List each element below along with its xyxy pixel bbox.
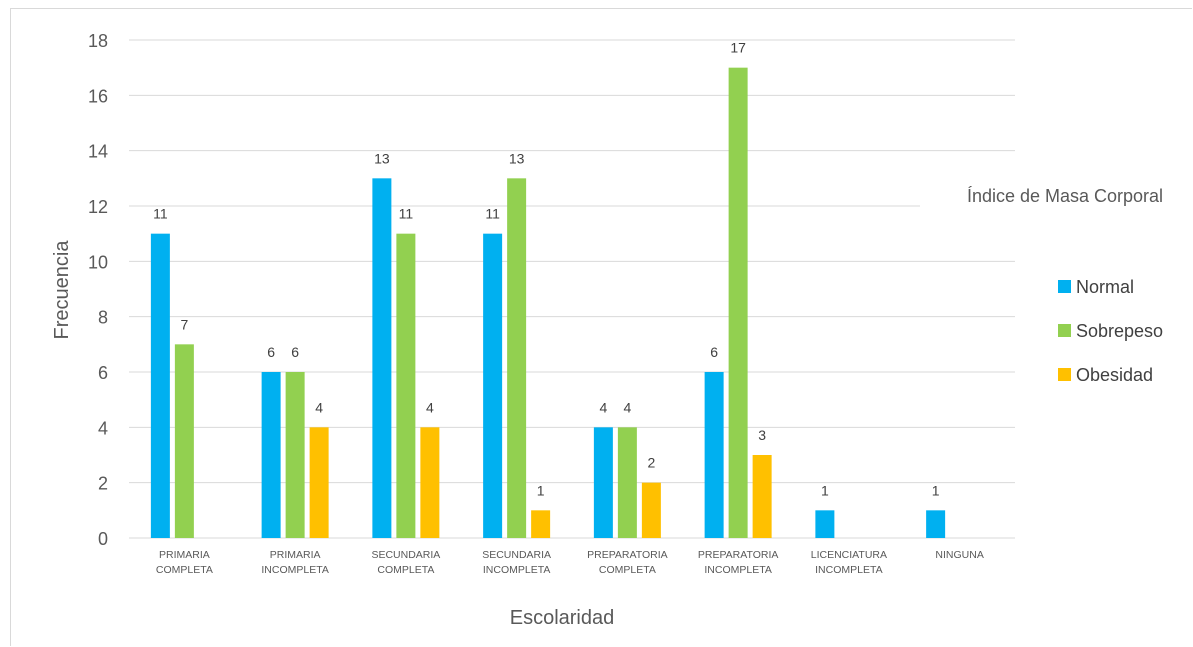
bar-normal [483, 233, 503, 538]
bar-sobrepeso [728, 67, 748, 539]
x-tick-label: PRIMARIA [159, 549, 210, 561]
data-label: 6 [291, 344, 299, 360]
bar-obesidad [752, 455, 772, 538]
y-axis-label: Frecuencia [51, 240, 73, 340]
y-tick-label: 4 [98, 418, 108, 438]
y-tick-label: 8 [98, 308, 108, 328]
data-label: 1 [537, 482, 545, 498]
legend: Normal Sobrepeso Obesidad [1058, 277, 1163, 385]
bar-normal [704, 372, 724, 538]
x-tick-label: COMPLETA [599, 564, 656, 576]
legend-title: Índice de Masa Corporal [967, 186, 1163, 206]
x-tick-label: LICENCIATURA [811, 549, 887, 561]
y-tick-label: 14 [88, 142, 108, 162]
bar-obesidad [420, 427, 440, 538]
data-label: 13 [374, 150, 390, 166]
x-tick-label: COMPLETA [377, 564, 434, 576]
bar-normal [261, 372, 281, 538]
x-axis-label: Escolaridad [510, 607, 615, 629]
x-tick-label: INCOMPLETA [483, 564, 550, 576]
data-label: 11 [399, 206, 414, 222]
y-axis-ticks: 0 2 4 6 8 10 12 14 16 18 [88, 31, 108, 549]
bar-sobrepeso [507, 178, 527, 539]
x-tick-label: INCOMPLETA [261, 564, 328, 576]
bar-normal [593, 427, 613, 538]
x-tick-label: SECUNDARIA [371, 549, 440, 561]
y-tick-label: 6 [98, 363, 108, 383]
data-label: 7 [180, 316, 188, 332]
data-label: 6 [267, 344, 275, 360]
bar-sobrepeso [617, 427, 637, 538]
x-tick-label: PREPARATORIA [587, 549, 668, 561]
x-tick-label: NINGUNA [935, 549, 983, 561]
legend-label-sobrepeso: Sobrepeso [1076, 321, 1163, 341]
legend-label-obesidad: Obesidad [1076, 365, 1153, 385]
data-label: 2 [647, 455, 655, 471]
gridlines [129, 39, 1190, 539]
data-label: 6 [710, 344, 718, 360]
data-label: 13 [509, 150, 525, 166]
bar-sobrepeso [174, 344, 194, 538]
y-tick-label: 10 [88, 252, 108, 272]
y-tick-label: 16 [88, 86, 108, 106]
bar-sobrepeso [285, 372, 305, 538]
data-label: 3 [758, 427, 766, 443]
legend-swatch-normal [1058, 280, 1071, 293]
y-tick-label: 2 [98, 474, 108, 494]
y-tick-label: 12 [88, 197, 108, 217]
data-label: 11 [485, 206, 500, 222]
bar-obesidad [309, 427, 329, 538]
legend-label-normal: Normal [1076, 277, 1134, 297]
data-label: 4 [426, 399, 434, 415]
data-label: 4 [315, 399, 323, 415]
data-label: 11 [153, 206, 168, 222]
bar-obesidad [641, 482, 661, 538]
bar-normal [372, 178, 392, 539]
data-label: 1 [932, 482, 940, 498]
bar-normal [815, 510, 835, 538]
data-label: 4 [599, 399, 607, 415]
x-tick-label: SECUNDARIA [482, 549, 551, 561]
data-label: 1 [821, 482, 829, 498]
y-tick-label: 18 [88, 31, 108, 51]
data-label: 17 [730, 40, 746, 56]
bar-sobrepeso [396, 233, 416, 538]
bar-normal [150, 233, 170, 538]
legend-swatch-sobrepeso [1058, 324, 1071, 337]
x-tick-label: COMPLETA [156, 564, 213, 576]
x-tick-label: INCOMPLETA [815, 564, 882, 576]
bars [150, 67, 946, 539]
x-axis-ticks: PRIMARIA COMPLETA PRIMARIA INCOMPLETA SECUND… [156, 549, 984, 576]
chart-frame [10, 8, 1192, 646]
x-tick-label: INCOMPLETA [704, 564, 771, 576]
x-tick-label: PREPARATORIA [698, 549, 779, 561]
data-label: 4 [623, 399, 631, 415]
y-tick-label: 0 [98, 529, 108, 549]
legend-title-backdrop [920, 180, 1190, 214]
bar-normal [926, 510, 946, 538]
bar-obesidad [531, 510, 551, 538]
x-tick-label: PRIMARIA [270, 549, 321, 561]
legend-swatch-obesidad [1058, 368, 1071, 381]
